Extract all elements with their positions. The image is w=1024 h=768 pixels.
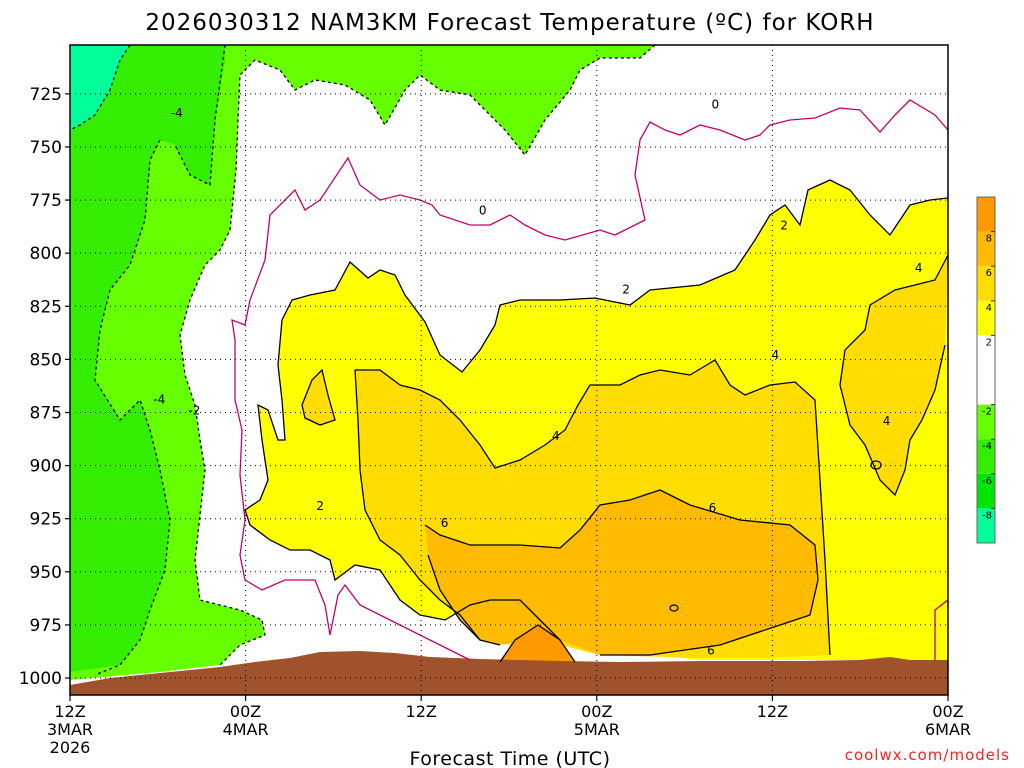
fill-4-to-6-right (840, 255, 948, 495)
fill-4-to-6-small (302, 370, 335, 425)
x-tick-label: 12Z (406, 702, 437, 721)
x-tick-label: 00Z (581, 702, 612, 721)
y-tick-label: 1000 (19, 669, 62, 689)
y-tick-label: 975 (30, 616, 62, 636)
colorbar-swatch (977, 439, 995, 474)
colorbar-label: -6 (982, 476, 992, 487)
contour-label: 4 (915, 261, 923, 275)
colorbar-frame (976, 196, 996, 544)
x-tick-label: 3MAR (47, 720, 93, 739)
colorbar-swatch (977, 404, 995, 440)
contour-label: 4 (772, 348, 780, 362)
contour-label: 6 (707, 643, 715, 657)
colorbar-swatch (977, 473, 995, 509)
contour-4 (301, 254, 948, 656)
contour-label: 6 (709, 501, 717, 515)
colorbar-swatch (977, 300, 995, 336)
x-tick-label: 00Z (932, 702, 963, 721)
colorbar-swatch (977, 335, 995, 405)
temperature-fill-regions (70, 45, 948, 695)
colorbar: -8 -6 -4 -2 2 4 6 8 (976, 196, 996, 544)
colorbar-label: 2 (986, 337, 992, 348)
contour-small-loop (669, 604, 679, 612)
colorbar-swatch (977, 266, 995, 301)
contour-label: 6 (441, 516, 449, 530)
y-tick-label: 950 (30, 563, 62, 583)
contour-label: 0 (479, 204, 487, 218)
contour-8 (499, 624, 576, 663)
colorbar-label: -2 (982, 407, 992, 418)
y-tick-label: 750 (30, 138, 62, 158)
y-axis: 725 750 775 800 825 850 875 900 925 950 975 1000 (19, 85, 70, 689)
grid-lines (70, 45, 948, 695)
x-tick-label: 4MAR (223, 720, 269, 739)
fill-minus-6-to-minus-4 (70, 45, 225, 672)
x-tick-label: 6MAR (925, 720, 971, 739)
contour-labels: -4 -4 -2 0 0 2 2 2 4 4 4 4 6 6 6 (153, 97, 922, 657)
y-tick-label: 900 (30, 457, 62, 477)
contour-label: 0 (712, 97, 720, 111)
contour-label: 2 (622, 282, 630, 296)
contour-label: 2 (780, 219, 788, 233)
x-tick-label: 12Z (757, 702, 788, 721)
contour-minus-4 (94, 139, 171, 676)
colorbar-label: 4 (986, 303, 992, 314)
contour-label: 2 (316, 499, 324, 513)
x-tick-label: 2026 (50, 738, 91, 757)
contour-label: -4 (153, 393, 165, 407)
y-tick-label: 825 (30, 297, 62, 317)
plot-frame (69, 44, 949, 696)
credit-text: coolwx.com/models (845, 746, 1010, 764)
y-tick-label: 725 (30, 85, 62, 105)
contour-small-loop (870, 460, 882, 470)
colorbar-label: -4 (982, 441, 992, 452)
colorbar-label: 8 (986, 234, 992, 245)
colorbar-swatch (977, 231, 995, 267)
terrain (70, 651, 948, 695)
colorbar-label: 6 (986, 268, 992, 279)
contour-minus-6 (70, 45, 131, 131)
contour-minus-2 (174, 45, 656, 666)
x-axis-label: Forecast Time (UTC) (410, 748, 611, 768)
contour-label: 4 (883, 414, 891, 428)
y-tick-label: 875 (30, 403, 62, 423)
fill-6-to-8 (425, 490, 818, 655)
colorbar-label: -8 (982, 510, 992, 521)
x-tick-label: 12Z (54, 702, 85, 721)
y-tick-label: 800 (30, 244, 62, 264)
x-tick-label: 5MAR (574, 720, 620, 739)
fill-8-plus (500, 625, 575, 662)
y-tick-label: 925 (30, 510, 62, 530)
contour-0 (231, 99, 948, 661)
x-tick-label: 00Z (230, 702, 261, 721)
contour-label: -2 (188, 403, 200, 417)
y-tick-label: 775 (30, 191, 62, 211)
y-tick-label: 850 (30, 350, 62, 370)
contour-label: -4 (171, 106, 183, 120)
colorbar-swatch (977, 197, 995, 232)
contour-2 (244, 179, 948, 641)
chart-title: 2026030312 NAM3KM Forecast Temperature (… (145, 10, 874, 36)
colorbar-swatch (977, 508, 995, 543)
fill-minus-8-to-minus-6 (70, 45, 130, 130)
contour-label: 4 (552, 429, 560, 443)
